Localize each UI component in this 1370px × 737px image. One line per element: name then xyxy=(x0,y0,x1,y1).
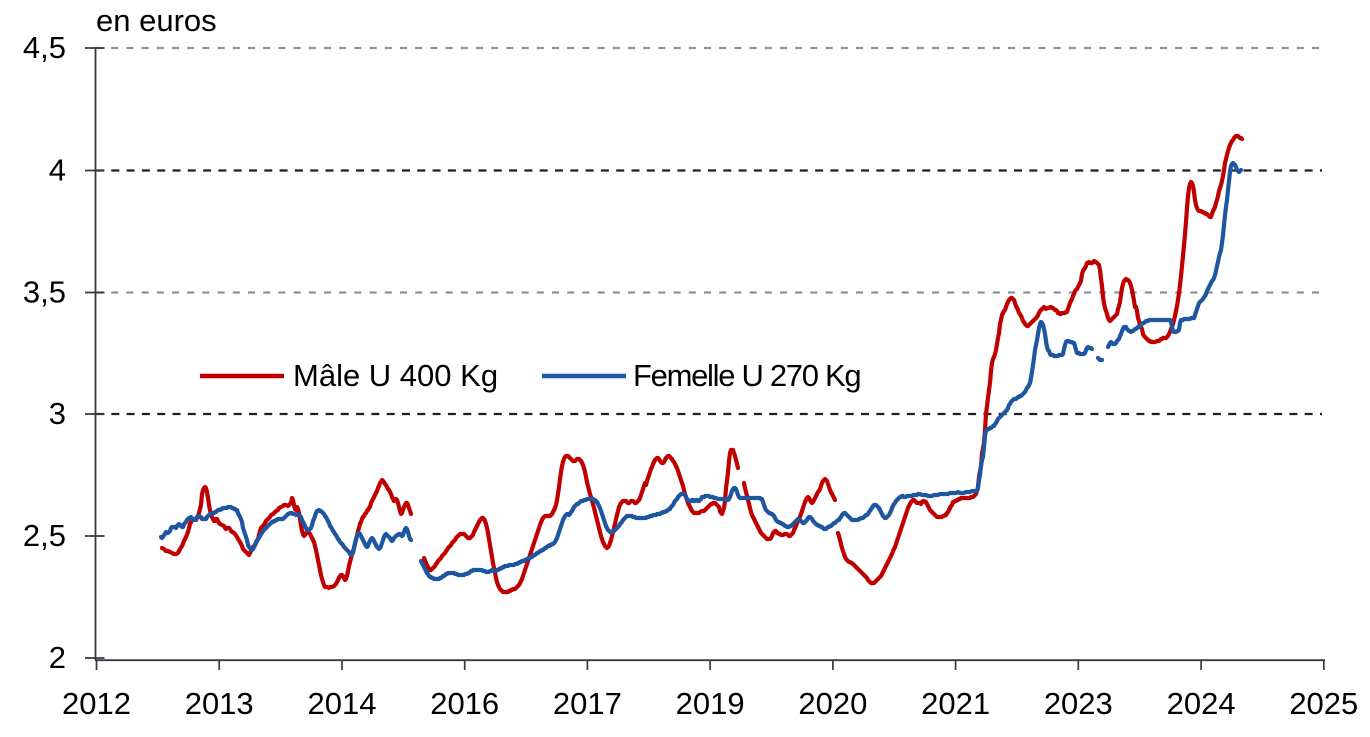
svg-text:2019: 2019 xyxy=(676,686,745,721)
svg-text:2020: 2020 xyxy=(798,686,867,721)
svg-text:2014: 2014 xyxy=(308,686,377,721)
svg-text:2024: 2024 xyxy=(1167,686,1236,721)
svg-text:4: 4 xyxy=(49,153,66,188)
svg-text:3: 3 xyxy=(49,396,66,431)
svg-text:2023: 2023 xyxy=(1044,686,1113,721)
svg-text:Femelle U 270 Kg: Femelle U 270 Kg xyxy=(633,358,860,393)
svg-text:2012: 2012 xyxy=(62,686,131,721)
svg-text:2013: 2013 xyxy=(185,686,254,721)
svg-text:4,5: 4,5 xyxy=(23,30,66,65)
svg-text:2016: 2016 xyxy=(430,686,499,721)
svg-text:en euros: en euros xyxy=(96,3,217,38)
svg-text:2,5: 2,5 xyxy=(23,518,66,553)
svg-text:2025: 2025 xyxy=(1289,686,1358,721)
svg-text:2: 2 xyxy=(49,640,66,675)
svg-text:2021: 2021 xyxy=(921,686,990,721)
svg-text:Mâle U 400 Kg: Mâle U 400 Kg xyxy=(293,358,498,393)
svg-text:2017: 2017 xyxy=(553,686,622,721)
svg-text:3,5: 3,5 xyxy=(23,275,66,310)
